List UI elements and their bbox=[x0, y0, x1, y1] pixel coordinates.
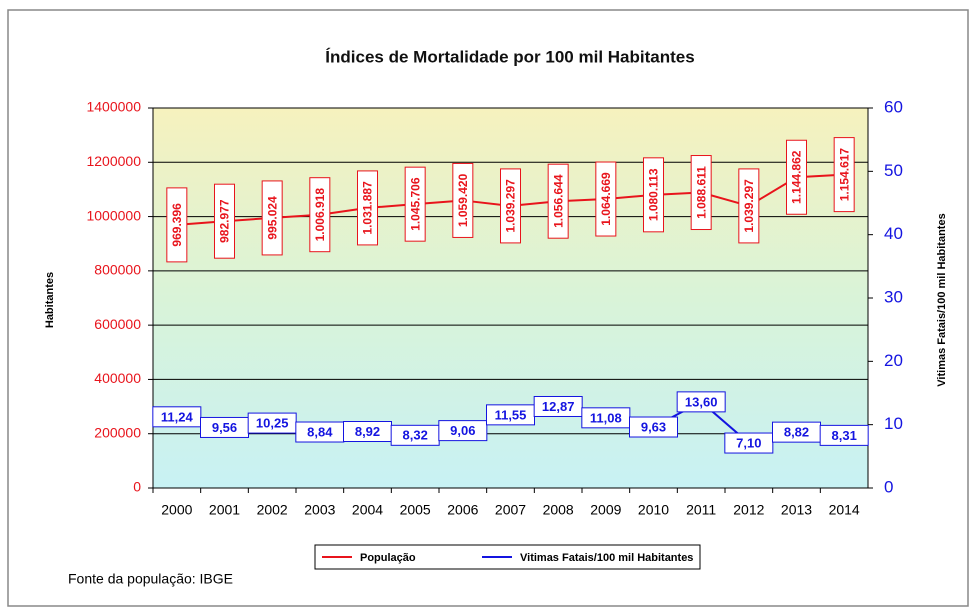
x-tick-label: 2000 bbox=[161, 502, 192, 518]
value-label: 1.088.611 bbox=[694, 166, 708, 219]
x-tick-label: 2010 bbox=[638, 502, 669, 518]
legend-label: População bbox=[360, 552, 416, 564]
x-tick-label: 2005 bbox=[400, 502, 431, 518]
value-label-box bbox=[500, 168, 521, 244]
y2-tick-label: 60 bbox=[884, 97, 903, 116]
y-tick-label: 1200000 bbox=[86, 153, 141, 169]
value-label: 1.045.706 bbox=[408, 177, 422, 231]
value-label-box bbox=[690, 155, 712, 231]
value-label-box bbox=[547, 163, 569, 239]
x-tick-label: 2008 bbox=[543, 502, 574, 518]
value-label: 12,87 bbox=[542, 399, 575, 414]
value-label: 1.144.862 bbox=[790, 150, 804, 204]
y-tick-label: 600000 bbox=[94, 316, 141, 332]
value-label: 8,84 bbox=[307, 424, 333, 439]
x-tick-label: 2009 bbox=[590, 502, 621, 518]
value-label: 982.977 bbox=[218, 199, 232, 243]
value-label-box bbox=[533, 395, 583, 417]
value-label-box bbox=[152, 406, 202, 428]
y2-tick-label: 40 bbox=[884, 224, 903, 243]
y2-tick-label: 0 bbox=[884, 477, 893, 496]
value-label: 7,10 bbox=[736, 435, 761, 450]
value-label: 969.396 bbox=[170, 203, 184, 247]
x-tick-label: 2013 bbox=[781, 502, 812, 518]
y-tick-label: 400000 bbox=[94, 370, 141, 386]
source-note: Fonte da população: IBGE bbox=[68, 571, 233, 587]
value-label: 1.039.297 bbox=[504, 179, 518, 233]
y-tick-label: 800000 bbox=[94, 262, 141, 278]
value-label-box bbox=[404, 166, 426, 242]
value-label: 11,55 bbox=[495, 407, 527, 422]
value-label: 13,60 bbox=[685, 394, 718, 409]
value-label: 9,06 bbox=[450, 423, 475, 438]
value-label-box bbox=[357, 170, 378, 246]
value-label-box bbox=[819, 424, 869, 446]
y-axis-title: Habitantes bbox=[44, 272, 56, 328]
y-tick-label: 0 bbox=[133, 479, 141, 495]
value-label-box bbox=[214, 183, 235, 259]
value-label: 1.064.669 bbox=[599, 172, 613, 226]
x-tick-label: 2006 bbox=[447, 502, 478, 518]
legend-label: Vitimas Fatais/100 mil Habitantes bbox=[520, 552, 693, 564]
value-label-box bbox=[309, 177, 331, 253]
y-tick-label: 1000000 bbox=[86, 207, 141, 223]
value-label: 10,25 bbox=[256, 416, 289, 431]
value-label: 1.006.918 bbox=[313, 188, 327, 242]
value-label: 1.080.113 bbox=[647, 168, 661, 221]
value-label-box bbox=[724, 432, 774, 454]
value-label-box bbox=[786, 139, 807, 215]
value-label: 8,32 bbox=[403, 428, 428, 443]
value-label-box bbox=[676, 391, 726, 413]
y-tick-label: 200000 bbox=[94, 424, 141, 440]
value-label: 11,24 bbox=[161, 409, 194, 424]
y2-axis-title: Vitimas Fatais/100 mil Habitantes bbox=[936, 213, 948, 386]
x-tick-label: 2003 bbox=[304, 502, 335, 518]
x-tick-label: 2001 bbox=[209, 502, 240, 518]
y2-tick-label: 50 bbox=[884, 161, 903, 180]
x-tick-label: 2007 bbox=[495, 502, 526, 518]
value-label: 1.056.644 bbox=[551, 174, 565, 228]
value-label: 8,82 bbox=[784, 425, 809, 440]
x-tick-label: 2014 bbox=[829, 502, 860, 518]
y2-tick-label: 10 bbox=[884, 414, 903, 433]
value-label: 9,63 bbox=[641, 419, 666, 434]
x-tick-label: 2002 bbox=[257, 502, 288, 518]
value-label: 1.031.887 bbox=[361, 181, 375, 235]
value-label: 1.039.297 bbox=[742, 179, 756, 233]
y2-tick-label: 30 bbox=[884, 287, 903, 306]
value-label-box bbox=[452, 162, 474, 238]
value-label: 11,08 bbox=[590, 410, 622, 425]
value-label: 9,56 bbox=[212, 420, 237, 435]
value-label-box bbox=[166, 187, 188, 263]
x-tick-label: 2004 bbox=[352, 502, 383, 518]
value-label: 1.059.420 bbox=[456, 173, 470, 227]
value-label: 8,92 bbox=[355, 424, 380, 439]
chart-title: Índices de Mortalidade por 100 mil Habit… bbox=[325, 47, 694, 66]
value-label: 995.024 bbox=[265, 196, 279, 240]
value-label-box bbox=[438, 420, 488, 442]
value-label-box bbox=[595, 161, 617, 237]
value-label-box bbox=[833, 137, 855, 213]
x-tick-label: 2011 bbox=[686, 502, 716, 518]
value-label: 8,31 bbox=[832, 428, 857, 443]
value-label-box bbox=[261, 180, 283, 256]
value-label-box bbox=[738, 168, 760, 244]
value-label-box bbox=[643, 157, 664, 233]
x-tick-label: 2012 bbox=[733, 502, 764, 518]
y2-tick-label: 20 bbox=[884, 351, 903, 370]
value-label-box bbox=[629, 416, 678, 438]
y-tick-label: 1400000 bbox=[86, 99, 141, 115]
value-label: 1.154.617 bbox=[837, 148, 851, 202]
